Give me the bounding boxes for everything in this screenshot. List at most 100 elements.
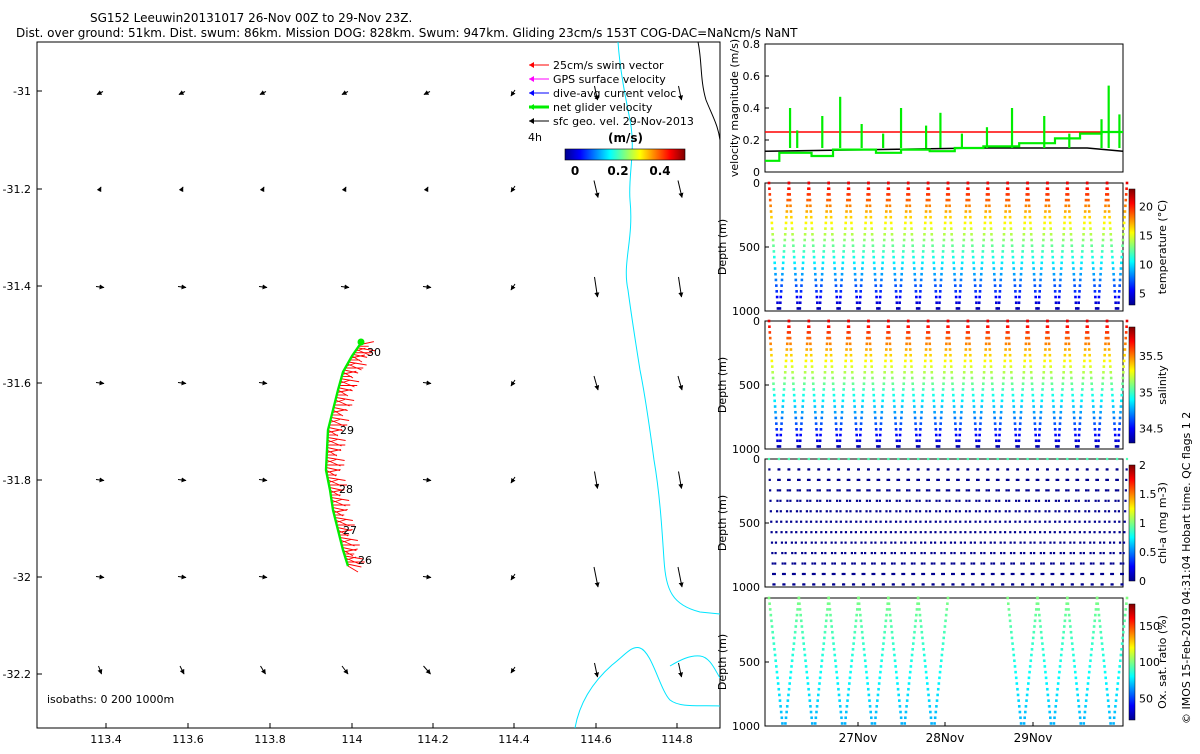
- profile-sample: [882, 250, 885, 253]
- profile-sample: [1067, 489, 1070, 492]
- profile-sample: [932, 393, 935, 397]
- profile-sample: [1045, 687, 1049, 691]
- profile-sample: [807, 319, 811, 323]
- profile-sample: [815, 520, 818, 523]
- profile-sample: [935, 445, 939, 448]
- profile-sample: [975, 499, 978, 502]
- profile-sample: [802, 393, 805, 397]
- profile-sample: [974, 428, 977, 431]
- profile-sample: [1087, 670, 1091, 674]
- profile-sample: [900, 722, 904, 725]
- profile-sample: [1044, 336, 1048, 340]
- profile-sample: [988, 348, 992, 351]
- profile-sample: [883, 630, 886, 634]
- profile-sample: [1073, 284, 1076, 287]
- profile-sample: [799, 295, 802, 299]
- profile-sample: [1064, 336, 1068, 340]
- profile-sample: [1072, 551, 1076, 555]
- profile-sample: [993, 551, 996, 555]
- profile-sample: [816, 693, 820, 697]
- profile-sample: [779, 290, 783, 293]
- profile-sample: [1094, 608, 1098, 611]
- profile-sample: [946, 478, 949, 482]
- swim-vector: [340, 539, 355, 547]
- profile-sample: [938, 439, 941, 443]
- profile-sample: [880, 405, 884, 408]
- profile-sample: [873, 410, 877, 414]
- profile-sample: [828, 336, 832, 340]
- profile-sample: [868, 204, 872, 208]
- profile-sample: [1077, 489, 1080, 492]
- profile-sample: [925, 489, 929, 492]
- coastline-0m: [697, 41, 721, 141]
- profile-colorbar-tick: 50: [1139, 692, 1153, 705]
- profile-sample: [828, 342, 832, 346]
- profile-sample: [977, 445, 981, 448]
- profile-sample: [1026, 325, 1030, 329]
- profile-sample: [1120, 250, 1124, 253]
- profile-sample: [1092, 416, 1096, 420]
- profile-sample: [828, 489, 831, 492]
- profile-sample: [1053, 428, 1057, 431]
- profile-sample: [1098, 422, 1102, 425]
- profile-sample: [890, 541, 893, 544]
- profile-sample: [860, 551, 863, 555]
- swim-vector: [327, 477, 346, 481]
- profile-sample: [1069, 541, 1072, 544]
- profile-sample: [1052, 405, 1055, 408]
- profile-sample: [982, 233, 986, 236]
- profile-sample: [1122, 630, 1125, 634]
- profile-sample: [972, 405, 976, 408]
- profile-sample: [994, 520, 997, 523]
- profile-sample: [1062, 572, 1065, 576]
- profile-sample: [900, 562, 904, 565]
- profile-sample: [1029, 365, 1033, 368]
- profile-sample: [859, 290, 863, 293]
- profile-sample: [966, 325, 970, 329]
- profile-sample: [1125, 478, 1128, 482]
- swim-vector: [342, 371, 354, 379]
- profile-sample: [776, 489, 779, 492]
- profile-sample: [837, 468, 841, 471]
- profile-sample: [998, 433, 1001, 437]
- profile-sample: [942, 376, 946, 380]
- profile-sample: [909, 665, 913, 668]
- profile-sample: [948, 204, 951, 208]
- profile-sample: [1008, 215, 1012, 219]
- swim-vector: [328, 479, 339, 483]
- velocity-ylabel: velocity magnitude (m/s): [728, 39, 741, 177]
- profile-sample: [900, 405, 904, 408]
- profile-sample: [1102, 233, 1105, 236]
- profile-sample: [946, 319, 950, 323]
- profile-sample: [934, 710, 938, 714]
- profile-sample: [1060, 562, 1063, 565]
- profile-sample: [1078, 710, 1081, 714]
- profile-sample: [1063, 215, 1067, 219]
- profile-sample: [893, 278, 897, 282]
- profile-sample: [947, 193, 951, 196]
- profile-sample: [988, 499, 991, 502]
- profile-sample: [990, 244, 994, 248]
- profile-sample: [827, 596, 830, 600]
- profile-sample: [907, 682, 911, 685]
- profile-sample: [878, 676, 882, 680]
- profile-sample: [780, 278, 784, 282]
- profile-sample: [1124, 510, 1127, 513]
- profile-sample: [914, 531, 917, 534]
- swim-vector: [347, 565, 359, 573]
- profile-sample: [1097, 433, 1101, 437]
- profile-sample: [844, 541, 847, 544]
- profile-sample: [967, 489, 971, 492]
- profile-sample: [794, 562, 797, 565]
- profile-sample: [933, 410, 936, 414]
- profile-sample: [829, 210, 833, 213]
- profile-sample: [803, 583, 806, 586]
- profile-sample: [838, 301, 842, 305]
- profile-sample: [1028, 520, 1031, 523]
- profile-sample: [1070, 376, 1073, 380]
- profile-sample: [944, 619, 947, 623]
- profile-sample: [1076, 478, 1080, 482]
- profile-sample: [920, 562, 923, 565]
